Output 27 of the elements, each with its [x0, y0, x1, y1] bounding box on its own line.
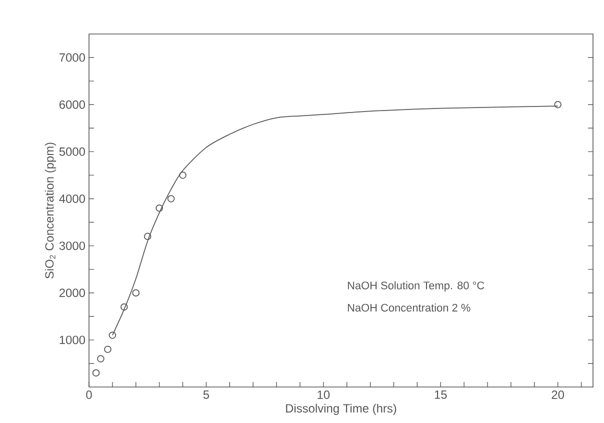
point [554, 100, 562, 108]
point [144, 232, 152, 240]
x-tick-label: 0 [86, 390, 92, 399]
annotation: NaOH Concentration 2 % [348, 304, 470, 312]
point [97, 355, 104, 362]
y-tick-label: 4000 [59, 194, 86, 203]
x-tick-label: 10 [318, 390, 330, 399]
y-tick-label: 6000 [59, 100, 86, 109]
annotation: NaOH Solution Temp. 80 °C [348, 281, 484, 292]
x-tick-label: 5 [203, 390, 210, 399]
y-tick-label: 7000 [59, 53, 86, 62]
y-tick-label: 3000 [59, 242, 86, 250]
y-tick-label: 2000 [59, 288, 86, 298]
point [179, 172, 186, 179]
point [108, 332, 116, 339]
x-tick-label: 15 [434, 390, 447, 399]
y-tick-label: 1000 [60, 336, 86, 344]
point [167, 195, 175, 202]
x-axis-title: Dissolving Time (hrs) [286, 404, 396, 415]
point [132, 289, 140, 297]
point [92, 369, 100, 377]
y-tick-label: 5000 [59, 147, 86, 156]
x-tick-label: 20 [552, 390, 564, 399]
point [156, 204, 163, 212]
y-axis-title: SiO$_{2}$ Concentration (ppm) [44, 142, 56, 279]
point [120, 303, 128, 311]
point [104, 346, 112, 353]
